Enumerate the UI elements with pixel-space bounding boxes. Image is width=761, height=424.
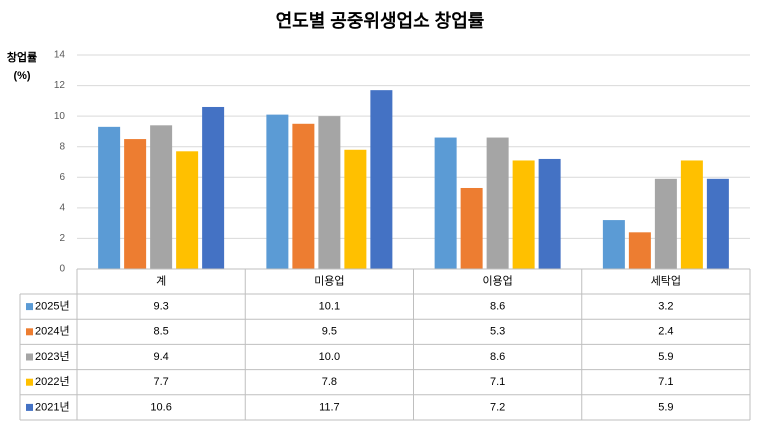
- table-value: 8.6: [490, 301, 505, 313]
- chart-title: 연도별 공중위생업소 창업률: [276, 11, 485, 31]
- table-value: 10.1: [319, 301, 340, 313]
- table-value: 10.0: [319, 351, 340, 363]
- x-tick-label: 미용업: [314, 274, 344, 287]
- table-value: 9.3: [153, 301, 168, 313]
- bar: [318, 116, 341, 270]
- bar: [124, 139, 147, 269]
- bar: [706, 178, 729, 269]
- x-tick-label: 계: [156, 274, 166, 287]
- bar: [176, 151, 199, 269]
- bar: [654, 178, 677, 269]
- bar: [370, 90, 393, 270]
- y-axis-title: (%): [13, 70, 30, 82]
- table-value: 10.6: [150, 401, 171, 413]
- legend-label: 2021년: [35, 400, 70, 413]
- table-value: 8.6: [490, 351, 505, 363]
- legend-label: 2022년: [35, 375, 70, 388]
- bar: [680, 160, 703, 269]
- y-axis-title: 창업률: [7, 50, 37, 64]
- legend-swatch: [26, 303, 33, 311]
- table-value: 5.9: [658, 351, 673, 363]
- table-value: 5.3: [490, 326, 505, 338]
- table-value: 7.2: [490, 401, 505, 413]
- legend-swatch: [26, 353, 33, 361]
- legend-swatch: [26, 378, 33, 386]
- bar: [150, 125, 173, 269]
- bar: [266, 114, 289, 269]
- table-value: 7.8: [322, 376, 337, 388]
- bar: [486, 137, 509, 269]
- table-value: 9.4: [153, 351, 168, 363]
- bar: [538, 158, 561, 269]
- x-tick-label: 세탁업: [651, 274, 681, 287]
- bar: [602, 220, 625, 269]
- bar: [292, 123, 315, 270]
- y-tick-label: 2: [59, 233, 65, 244]
- legend-label: 2025년: [35, 300, 70, 313]
- bar: [434, 137, 457, 269]
- table-value: 5.9: [658, 401, 673, 413]
- bar: [628, 232, 651, 269]
- table-value: 7.1: [490, 376, 505, 388]
- y-tick-label: 10: [54, 111, 66, 122]
- legend-label: 2024년: [35, 325, 70, 338]
- legend-label: 2023년: [35, 350, 70, 363]
- table-value: 3.2: [658, 301, 673, 313]
- x-tick-label: 이용업: [482, 274, 512, 287]
- bar: [202, 106, 225, 269]
- bar: [460, 187, 483, 269]
- legend-swatch: [26, 328, 33, 336]
- y-tick-label: 0: [59, 264, 65, 275]
- y-tick-label: 12: [54, 80, 66, 91]
- bar: [344, 149, 367, 269]
- table-value: 8.5: [153, 326, 168, 338]
- table-value: 2.4: [658, 326, 673, 338]
- table-value: 7.7: [153, 376, 168, 388]
- table-value: 11.7: [319, 401, 340, 413]
- y-tick-label: 4: [59, 202, 65, 213]
- y-tick-label: 14: [54, 50, 66, 61]
- y-tick-label: 6: [59, 172, 65, 183]
- y-tick-label: 8: [59, 141, 65, 152]
- bar: [512, 160, 535, 269]
- bar: [98, 126, 121, 269]
- table-value: 7.1: [658, 376, 673, 388]
- legend-swatch: [26, 403, 33, 411]
- table-value: 9.5: [322, 326, 337, 338]
